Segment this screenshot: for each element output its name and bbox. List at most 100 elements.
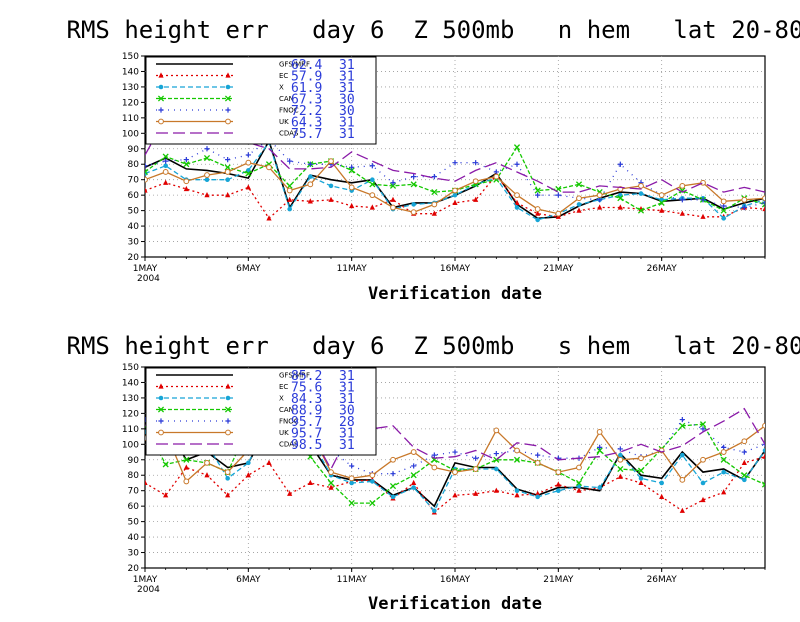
legend-mean: 67.3	[291, 93, 322, 108]
data-point-uk	[328, 158, 334, 165]
y-tick-label: 50	[128, 518, 140, 528]
legend-label: FNOC	[279, 418, 299, 426]
data-point-uk	[658, 192, 665, 199]
data-point-can	[699, 421, 707, 428]
x-tick-label: 26MAY	[647, 575, 678, 585]
data-point-x	[370, 479, 375, 484]
y-tick-label: 130	[122, 83, 139, 93]
data-point-fnoc	[617, 446, 623, 452]
data-point-x	[556, 488, 561, 493]
legend-label: CAN	[279, 406, 294, 414]
data-point-x	[680, 452, 685, 458]
chart-title: RMS height err day 6 Z 500mb s hem lat 2…	[67, 332, 800, 360]
data-point-can	[741, 472, 748, 479]
data-point-fnoc	[411, 463, 417, 469]
data-point-ec	[204, 192, 210, 198]
legend-count: 31	[339, 58, 355, 73]
data-point-fnoc	[390, 180, 396, 186]
data-point-ec	[762, 453, 765, 459]
data-point-uk	[204, 459, 210, 466]
data-point-uk	[245, 159, 252, 166]
data-point-can	[145, 168, 149, 176]
y-tick-label: 60	[128, 191, 140, 201]
data-point-uk	[410, 449, 417, 455]
y-tick-label: 20	[128, 253, 140, 263]
data-point-can	[617, 465, 624, 473]
data-point-can	[162, 153, 169, 160]
data-point-ec	[349, 202, 355, 209]
legend-label: EC	[279, 383, 288, 391]
legend-mean: 64.3	[291, 116, 322, 131]
data-point-can	[410, 472, 417, 479]
legend-mean: 98.5	[291, 438, 322, 453]
data-point-can	[369, 500, 376, 507]
data-point-uk	[700, 179, 706, 186]
y-tick-label: 30	[128, 238, 140, 248]
x-tick-year: 2004	[137, 274, 160, 284]
data-point-uk	[286, 187, 293, 194]
data-point-ec	[287, 490, 293, 496]
data-point-ec	[555, 481, 561, 487]
chart-panel-shem: RMS height err day 6 Z 500mb s hem lat 2…	[67, 332, 800, 614]
data-point-uk	[762, 195, 765, 202]
data-point-uk	[555, 210, 562, 217]
legend-marker	[225, 395, 231, 401]
y-tick-label: 90	[128, 456, 140, 466]
data-point-fnoc	[204, 146, 210, 152]
legend-count: 31	[339, 116, 355, 131]
data-point-uk	[617, 456, 624, 463]
legend-label: GFS/MRF	[279, 61, 310, 69]
x-tick-label: 26MAY	[647, 264, 678, 274]
legend-marker	[224, 95, 232, 102]
data-point-ec	[721, 489, 727, 495]
data-point-uk	[762, 422, 765, 429]
data-point-fnoc	[493, 450, 499, 457]
legend-count: 31	[339, 427, 355, 442]
legend-marker	[225, 429, 231, 436]
series-cdas	[145, 116, 765, 193]
legend-label: FNOC	[279, 107, 299, 115]
data-point-x	[308, 174, 313, 179]
data-point-ec	[411, 479, 417, 486]
data-point-ec	[597, 204, 603, 210]
data-point-fnoc	[721, 444, 727, 450]
data-point-can	[596, 447, 603, 454]
data-point-uk	[307, 181, 314, 188]
data-point-x	[618, 452, 623, 458]
legend-label: CAN	[279, 95, 294, 103]
data-point-can	[162, 461, 169, 468]
data-point-ec	[700, 496, 706, 503]
legend-count: 30	[339, 93, 355, 108]
data-point-ec	[328, 196, 334, 202]
data-point-uk	[576, 195, 582, 202]
data-point-fnoc	[473, 455, 479, 461]
data-point-can	[637, 467, 645, 474]
data-point-ec	[679, 507, 685, 513]
data-point-x	[370, 177, 375, 182]
data-point-can	[575, 181, 583, 188]
legend-mean: 72.2	[291, 104, 322, 119]
data-point-uk	[369, 472, 376, 479]
x-tick-year: 2004	[137, 585, 160, 595]
data-point-ec	[266, 459, 272, 465]
data-point-x	[432, 508, 437, 514]
y-tick-label: 40	[128, 533, 140, 543]
data-point-uk	[369, 192, 376, 199]
legend-entry-ec: EC 75.6 31	[156, 381, 355, 396]
data-point-x	[287, 206, 292, 212]
data-point-x	[535, 494, 540, 500]
legend-count: 31	[339, 369, 355, 384]
data-point-can	[245, 170, 252, 177]
data-point-ec	[679, 210, 685, 216]
legend-label: EC	[279, 72, 288, 80]
legend-marker	[158, 429, 164, 436]
legend-marker	[225, 72, 231, 78]
data-point-x	[349, 480, 354, 486]
data-point-ec	[287, 196, 293, 202]
data-point-fnoc	[411, 174, 417, 180]
